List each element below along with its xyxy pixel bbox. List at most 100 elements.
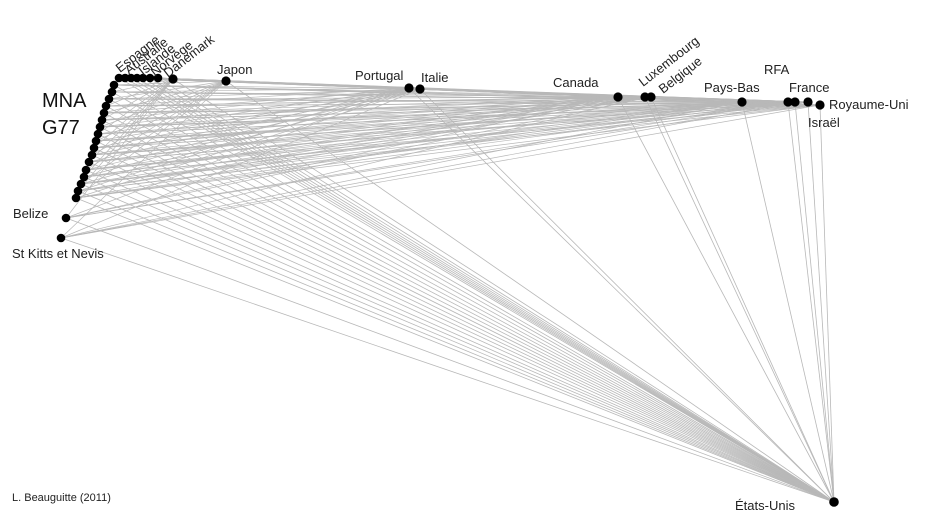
node (84, 157, 94, 167)
edge (103, 88, 421, 114)
edge (99, 101, 796, 128)
node (91, 136, 101, 146)
node (101, 101, 111, 111)
node (104, 94, 114, 104)
edge (99, 88, 421, 128)
edge (60, 101, 796, 239)
edge (85, 88, 421, 171)
edge (103, 80, 227, 114)
node (803, 97, 813, 107)
edge (97, 96, 652, 135)
label-g77: G77 (42, 117, 80, 139)
edge (88, 161, 835, 503)
edge (95, 140, 835, 503)
node (815, 100, 825, 110)
node (138, 73, 148, 83)
edge (93, 96, 619, 149)
label-mna: MNA (42, 90, 87, 112)
node (81, 165, 91, 175)
edge (111, 91, 809, 103)
node (87, 150, 97, 160)
edge (419, 88, 835, 503)
label-belize: Belize (13, 206, 48, 221)
edge (85, 96, 646, 171)
edge (65, 96, 652, 219)
node (114, 73, 124, 83)
node (145, 73, 155, 83)
node (56, 233, 66, 243)
edge (77, 190, 835, 503)
credit-text: L. Beauguitte (2011) (12, 492, 111, 504)
edge (105, 87, 410, 107)
node (89, 143, 99, 153)
edge (93, 78, 174, 149)
edge (118, 77, 835, 503)
edge (650, 96, 835, 503)
node (107, 87, 117, 97)
edge (83, 78, 174, 178)
edge (77, 96, 619, 192)
edge (95, 80, 227, 142)
edge (60, 80, 227, 239)
edge (85, 80, 227, 171)
edge (819, 104, 835, 503)
edge (83, 176, 835, 503)
label-portugal: Portugal (355, 68, 404, 83)
node (76, 179, 86, 189)
node (126, 73, 136, 83)
edge (172, 78, 835, 503)
edge (136, 77, 835, 503)
edge (65, 217, 835, 503)
label-italie: Italie (421, 70, 448, 85)
node (829, 497, 839, 507)
nodes (56, 73, 839, 507)
edge (93, 147, 835, 503)
edge (97, 133, 835, 503)
label-israel: Israël (808, 115, 840, 130)
edge (83, 87, 410, 178)
edge (80, 88, 421, 185)
edge (97, 96, 619, 135)
node (790, 97, 800, 107)
edge (83, 96, 619, 178)
edge (108, 98, 835, 503)
edge (91, 80, 227, 156)
label-st-kitts: St Kitts et Nevis (12, 246, 104, 261)
edge (65, 78, 174, 219)
edge (65, 101, 809, 219)
edge (88, 87, 410, 163)
node (71, 193, 81, 203)
edge (80, 183, 835, 503)
edge (91, 101, 743, 156)
edge (60, 237, 835, 503)
label-japon: Japon (217, 62, 252, 77)
node (109, 80, 119, 90)
edge (60, 88, 421, 239)
node (221, 76, 231, 86)
edge (97, 78, 174, 135)
edge (101, 78, 174, 121)
edges (60, 77, 835, 503)
edge (91, 154, 835, 503)
node (79, 172, 89, 182)
node (415, 84, 425, 94)
edge (105, 105, 835, 503)
edge (108, 80, 227, 100)
edge (75, 197, 835, 503)
label-france: France (789, 80, 829, 95)
edge (157, 77, 835, 503)
edge (111, 78, 174, 93)
node (73, 186, 83, 196)
edge (88, 78, 174, 163)
edge (787, 101, 835, 503)
edge (105, 96, 652, 107)
node (132, 73, 142, 83)
edge (142, 77, 835, 503)
node (153, 73, 163, 83)
node (404, 83, 414, 93)
node (737, 97, 747, 107)
edge (644, 96, 835, 503)
node (99, 108, 109, 118)
edge (99, 96, 646, 128)
edge (111, 91, 835, 503)
